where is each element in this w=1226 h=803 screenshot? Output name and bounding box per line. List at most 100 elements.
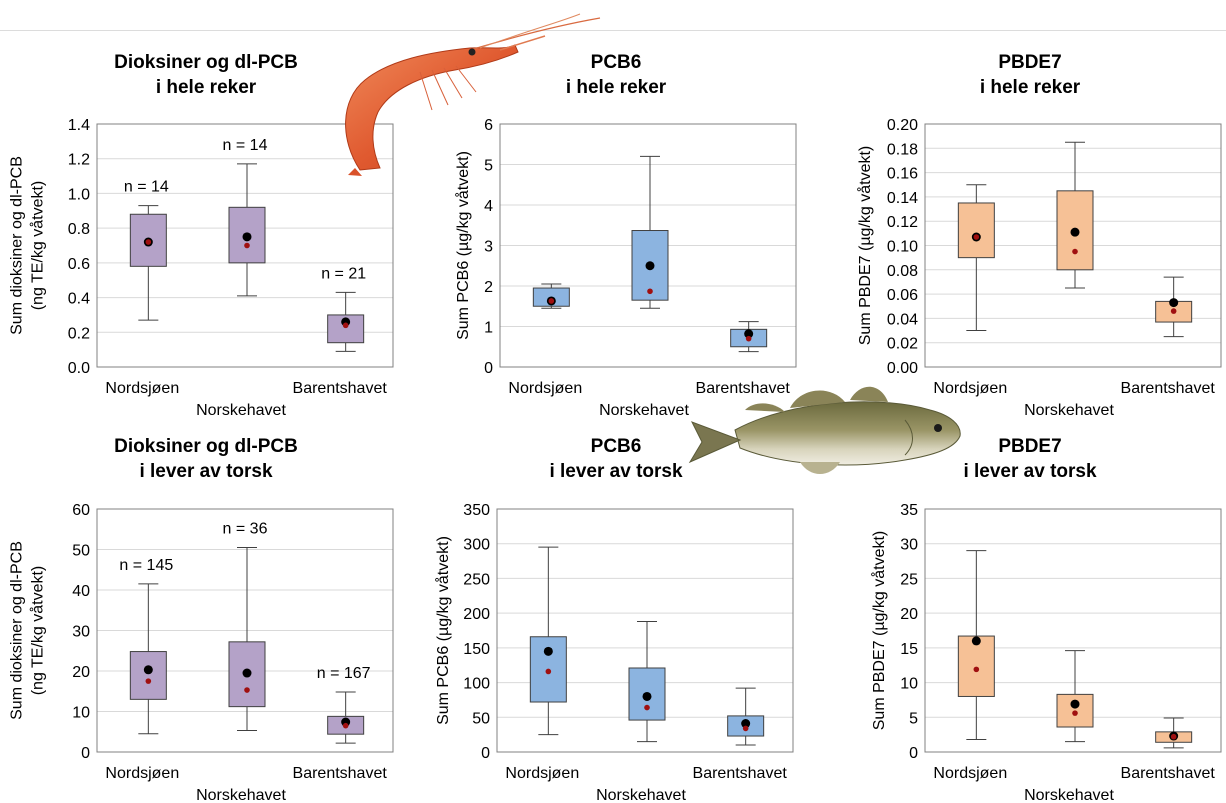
y-axis-label: Sum PCB6 (µg/kg våtvekt) (454, 151, 472, 340)
median-marker (244, 242, 250, 249)
mean-marker (645, 261, 655, 271)
mean-marker (1070, 699, 1080, 709)
x-category-label: Barentshavet (1121, 765, 1216, 782)
y-axis-label: Sum PBDE7 (µg/kg våtvekt) (870, 531, 888, 731)
y-axis-label: (ng TE/kg våtvekt) (29, 566, 47, 696)
y-tick-label: 0.18 (887, 141, 918, 158)
chart-title: PBDE7 (998, 436, 1061, 457)
y-tick-label: 0.16 (887, 166, 918, 183)
y-tick-label: 1.2 (68, 152, 90, 169)
x-category-label: Nordsjøen (933, 380, 1007, 397)
chart-title: i hele reker (566, 77, 667, 98)
mean-marker (744, 329, 754, 339)
mean-marker (242, 232, 252, 242)
iqr-box (129, 651, 167, 700)
sample-size-label: n = 167 (317, 665, 371, 682)
y-tick-label: 0.20 (887, 117, 918, 134)
y-tick-label: 0.14 (887, 190, 918, 207)
iqr-box (957, 635, 995, 697)
x-category-label: Nordsjøen (508, 380, 582, 397)
y-tick-label: 150 (463, 641, 490, 658)
fish-anal-fin (800, 462, 840, 474)
x-category-label: Norskehavet (196, 402, 286, 419)
y-tick-label: 3 (484, 239, 493, 256)
y-axis-label: Sum dioksiner og dl-PCB (9, 541, 26, 720)
y-tick-label: 50 (472, 710, 490, 727)
median-marker (1072, 248, 1078, 255)
y-tick-label: 0.0 (68, 360, 90, 377)
chart-title: PBDE7 (998, 52, 1061, 73)
shrimp-tail (348, 168, 362, 176)
y-tick-label: 0.10 (887, 239, 918, 256)
y-axis-label: Sum PBDE7 (µg/kg våtvekt) (856, 146, 874, 346)
shrimp-leg (443, 67, 463, 99)
mean-marker (741, 719, 751, 729)
y-tick-label: 300 (463, 537, 490, 554)
cod-fish-image (688, 386, 961, 474)
y-tick-label: 25 (900, 571, 918, 588)
median-marker (973, 234, 980, 240)
mean-marker (242, 668, 252, 678)
y-tick-label: 20 (72, 664, 90, 681)
fish-tail (688, 421, 742, 464)
chart-panel: PBDE7 i hele reker 0.00 0.02 0.04 0.06 0.08 0.1… (856, 52, 1222, 419)
y-tick-label: 0.02 (887, 336, 918, 353)
y-tick-label: 0.12 (887, 214, 918, 231)
chart-title: i lever av torsk (963, 461, 1097, 482)
top-divider (0, 30, 1226, 31)
y-tick-label: 0 (909, 745, 918, 762)
y-tick-label: 10 (900, 676, 918, 693)
median-marker (1170, 308, 1177, 314)
y-tick-label: 2 (484, 279, 493, 296)
y-tick-label: 35 (900, 502, 918, 519)
median-marker (244, 687, 250, 693)
y-tick-label: 0 (484, 360, 493, 377)
mean-marker (543, 646, 553, 656)
median-marker (545, 668, 552, 675)
plot-area-border (96, 123, 394, 368)
mean-marker (143, 665, 153, 675)
y-tick-label: 250 (463, 571, 490, 588)
x-category-label: Barentshavet (693, 765, 788, 782)
fish-eye (934, 424, 942, 432)
fish-dorsal-fin (790, 390, 845, 408)
plot-area-border (924, 123, 1222, 368)
y-tick-label: 0.6 (68, 256, 90, 273)
chart-title: Dioksiner og dl-PCB (114, 52, 298, 73)
median-marker (745, 335, 752, 342)
y-tick-label: 0 (481, 745, 490, 762)
shrimp-leg (431, 69, 449, 106)
shrimp-antenna (479, 13, 581, 49)
x-category-label: Nordsjøen (105, 380, 179, 397)
plot-area-border (924, 508, 1222, 753)
chart-title: PCB6 (591, 52, 642, 73)
sample-size-label: n = 145 (119, 557, 173, 574)
fish-gill (904, 419, 913, 456)
x-category-label: Barentshavet (293, 380, 388, 397)
y-tick-label: 6 (484, 117, 493, 134)
x-category-label: Barentshavet (293, 765, 388, 782)
x-category-label: Nordsjøen (505, 765, 579, 782)
fish-body (734, 401, 961, 466)
mean-marker (971, 636, 981, 646)
y-tick-label: 0.06 (887, 287, 918, 304)
shrimp-leg (419, 71, 433, 111)
chart-title: Dioksiner og dl-PCB (114, 436, 298, 457)
median-marker (145, 239, 152, 245)
plot-area-border (496, 508, 794, 753)
fish-dorsal-fin (745, 403, 785, 412)
x-category-label: Norskehavet (599, 402, 689, 419)
chart-title: PCB6 (591, 436, 642, 457)
mean-marker (1169, 298, 1179, 308)
chart-panel: PBDE7 i lever av torsk 0 5 10 15 20 25 30 35 Sum P… (870, 436, 1222, 803)
chart-panel: Dioksiner og dl-PCB i hele reker 0.0 0.2 0.4… (9, 52, 394, 419)
y-tick-label: 0.04 (887, 311, 918, 328)
x-category-label: Norskehavet (1024, 402, 1114, 419)
y-tick-label: 1 (484, 320, 493, 337)
y-tick-label: 1.0 (68, 186, 90, 203)
shrimp-rostrum (499, 35, 546, 51)
median-marker (145, 678, 152, 684)
median-marker (342, 722, 349, 729)
y-tick-label: 30 (900, 537, 918, 554)
